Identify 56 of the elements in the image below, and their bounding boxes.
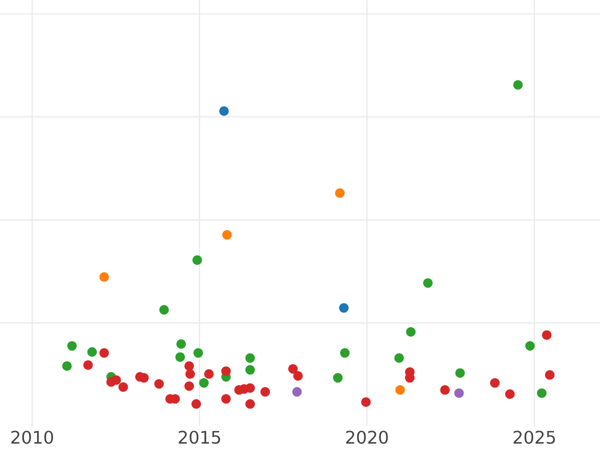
point xyxy=(176,339,186,349)
point xyxy=(199,378,209,388)
point xyxy=(192,255,202,265)
x-tick-label: 2010 xyxy=(11,430,54,444)
point xyxy=(406,327,416,337)
point xyxy=(83,360,93,370)
point xyxy=(542,330,552,340)
point xyxy=(67,341,77,351)
point xyxy=(440,385,450,395)
point xyxy=(339,303,349,313)
point xyxy=(333,373,343,383)
point xyxy=(288,364,298,374)
x-tick-label: 2025 xyxy=(514,430,555,444)
point xyxy=(245,353,255,363)
point xyxy=(191,399,202,409)
point xyxy=(405,373,415,383)
x-tick-label: 2015 xyxy=(178,430,220,444)
point xyxy=(423,278,433,288)
point xyxy=(505,389,515,399)
point xyxy=(175,352,185,362)
point xyxy=(62,361,72,371)
point xyxy=(118,382,128,392)
point xyxy=(395,385,405,395)
point xyxy=(454,388,464,398)
point xyxy=(525,341,535,351)
point xyxy=(260,387,270,397)
point xyxy=(221,394,231,404)
point xyxy=(204,369,214,379)
point xyxy=(219,106,229,116)
point xyxy=(87,347,97,357)
point xyxy=(99,348,109,358)
point xyxy=(361,397,371,407)
point xyxy=(513,80,523,90)
point xyxy=(193,348,204,358)
point xyxy=(292,387,302,397)
point xyxy=(111,375,121,385)
point xyxy=(293,371,303,381)
point xyxy=(536,388,547,398)
point xyxy=(455,368,465,378)
point xyxy=(544,370,555,380)
point xyxy=(394,353,404,363)
point xyxy=(340,348,350,358)
point xyxy=(99,272,109,282)
point xyxy=(154,379,164,389)
point xyxy=(245,365,255,375)
x-tick-label: 2020 xyxy=(346,430,388,444)
point xyxy=(184,381,194,391)
point xyxy=(490,378,500,388)
point xyxy=(245,399,255,409)
point xyxy=(185,369,195,379)
point xyxy=(245,383,255,393)
point xyxy=(184,361,194,371)
point xyxy=(222,230,232,240)
point xyxy=(221,366,231,376)
point xyxy=(159,305,169,315)
point xyxy=(335,188,345,198)
